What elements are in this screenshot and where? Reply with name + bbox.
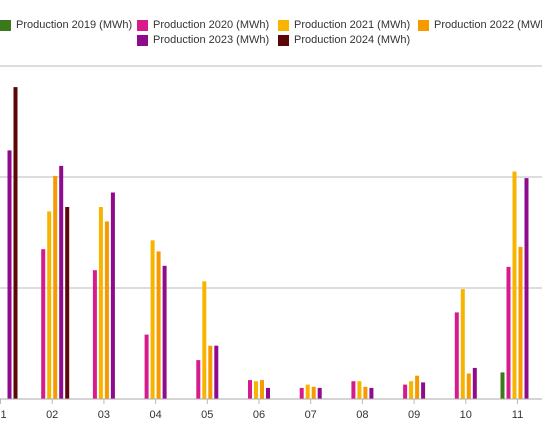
bar-08-series-1[interactable] <box>351 381 356 399</box>
bar-11-series-4[interactable] <box>524 178 529 399</box>
bar-01-series-5[interactable] <box>13 87 18 399</box>
bar-07-series-4[interactable] <box>317 387 322 399</box>
bar-04-series-1[interactable] <box>144 334 149 399</box>
bar-03-series-2[interactable] <box>98 207 103 399</box>
x-tick-label-08: 08 <box>356 409 368 421</box>
bar-02-series-5[interactable] <box>65 207 70 399</box>
legend-item-production-2021[interactable]: Production 2021 (MWh) <box>278 18 410 32</box>
legend-label-2020: Production 2020 (MWh) <box>153 19 270 31</box>
bar-11-series-2[interactable] <box>512 171 517 400</box>
bar-02-series-4[interactable] <box>59 165 64 399</box>
legend-item-production-2022[interactable]: Production 2022 (MWh) <box>418 18 542 32</box>
bar-04-series-3[interactable] <box>156 251 161 399</box>
legend-swatch-2021 <box>278 19 289 31</box>
bar-06-series-4[interactable] <box>266 387 270 399</box>
bar-10-series-4[interactable] <box>472 367 477 399</box>
bar-05-series-4[interactable] <box>214 345 219 399</box>
bar-02-series-2[interactable] <box>47 211 52 399</box>
bar-09-series-4[interactable] <box>421 382 426 399</box>
bar-07-series-2[interactable] <box>305 384 310 399</box>
bar-07-series-3[interactable] <box>311 386 316 399</box>
gridlines <box>0 65 542 289</box>
legend-label-2022: Production 2022 (MWh) <box>434 19 542 31</box>
bar-08-series-3[interactable] <box>363 386 368 399</box>
bar-11-series-3[interactable] <box>518 246 523 399</box>
legend-item-production-2020[interactable]: Production 2020 (MWh) <box>137 18 269 32</box>
bar-09-series-1[interactable] <box>403 384 408 399</box>
x-tick-label-06: 06 <box>253 409 265 421</box>
legend-swatch-2022 <box>418 19 429 31</box>
bar-01-series-4[interactable] <box>7 150 12 399</box>
x-tick-label-01: 01 <box>0 409 7 421</box>
bar-03-series-3[interactable] <box>104 221 109 399</box>
bar-08-series-4[interactable] <box>369 387 374 399</box>
bar-08-series-2[interactable] <box>357 381 362 399</box>
legend-label-2019: Production 2019 (MWh) <box>16 19 133 31</box>
bar-11-series-0[interactable] <box>500 372 505 399</box>
bar-06-series-1[interactable] <box>248 380 252 399</box>
x-tick-label-05: 05 <box>201 409 213 421</box>
bar-03-series-4[interactable] <box>110 192 115 400</box>
bars <box>7 87 529 400</box>
bar-09-series-2[interactable] <box>409 381 414 399</box>
legend-item-production-2024[interactable]: Production 2024 (MWh) <box>278 33 410 47</box>
x-tick-label-11: 11 <box>512 409 523 421</box>
legend-label-2021: Production 2021 (MWh) <box>294 19 411 31</box>
bar-10-series-2[interactable] <box>460 289 465 399</box>
bar-10-series-1[interactable] <box>454 312 459 399</box>
x-tick-label-04: 04 <box>149 409 161 421</box>
bar-07-series-1[interactable] <box>299 387 304 399</box>
legend-label-2023: Production 2023 (MWh) <box>153 34 270 46</box>
legend-item-production-2019[interactable]: Production 2019 (MWh) <box>0 18 132 32</box>
bar-05-series-3[interactable] <box>208 345 213 399</box>
bar-10-series-3[interactable] <box>466 373 471 400</box>
x-axis: 01 02 03 04 05 06 07 08 09 10 11 <box>0 398 542 421</box>
x-tick-label-09: 09 <box>408 409 420 421</box>
bar-06-series-3[interactable] <box>260 380 264 399</box>
legend-swatch-2024 <box>278 34 289 46</box>
bar-05-series-2[interactable] <box>202 281 207 399</box>
bar-05-series-1[interactable] <box>196 360 201 399</box>
bar-02-series-1[interactable] <box>41 249 46 399</box>
x-tick-label-07: 07 <box>305 409 317 421</box>
bar-11-series-1[interactable] <box>506 266 511 399</box>
bar-04-series-2[interactable] <box>150 240 155 399</box>
x-tick-label-02: 02 <box>46 409 58 421</box>
legend-swatch-2023 <box>137 34 148 46</box>
bar-09-series-3[interactable] <box>415 375 420 399</box>
legend-swatch-2020 <box>137 19 148 31</box>
bar-06-series-2[interactable] <box>254 381 258 399</box>
bar-02-series-3[interactable] <box>53 175 58 399</box>
legend-item-production-2023[interactable]: Production 2023 (MWh) <box>137 33 269 47</box>
x-tick-label-10: 10 <box>460 409 472 421</box>
bar-04-series-4[interactable] <box>162 265 167 399</box>
legend-label-2024: Production 2024 (MWh) <box>294 34 411 46</box>
x-tick-label-03: 03 <box>98 409 110 421</box>
bar-03-series-1[interactable] <box>92 270 97 399</box>
legend-swatch-2019 <box>0 19 11 31</box>
